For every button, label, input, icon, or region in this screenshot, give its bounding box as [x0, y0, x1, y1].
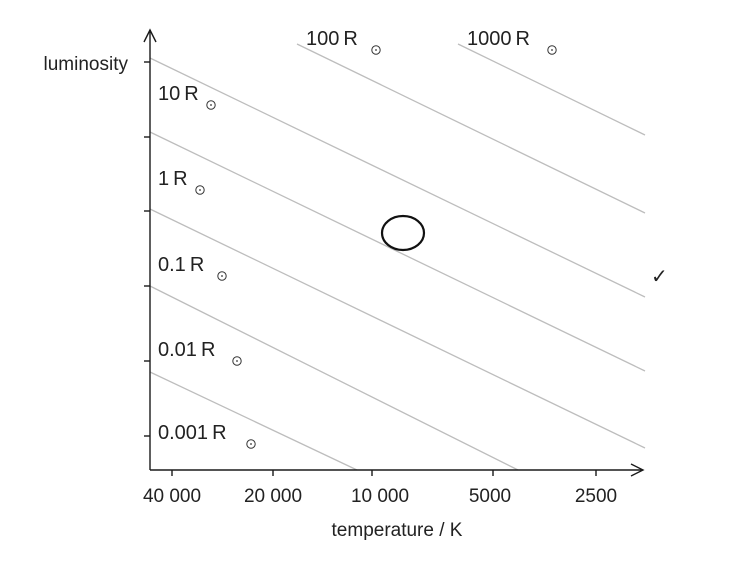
radius-label-100: 100 R: [306, 28, 381, 55]
sun-symbol-icon: [371, 45, 381, 55]
radius-value: 0.1: [158, 254, 186, 276]
sun-dot: [221, 275, 223, 277]
x-tick-label: 20 000: [244, 486, 302, 507]
radius-unit: R: [212, 422, 226, 444]
sun-dot: [250, 443, 252, 445]
radius-value: 1: [158, 168, 169, 190]
svg-text:1R: 1R: [158, 168, 188, 190]
radius-value: 100: [306, 28, 339, 50]
radius-value: 1000: [467, 28, 512, 50]
sun-dot: [551, 49, 553, 51]
radius-unit: R: [201, 339, 215, 361]
sun-symbol-icon: [547, 45, 557, 55]
svg-text:0.1R: 0.1 R: [158, 254, 204, 276]
x-tick-label: 40 000: [143, 486, 201, 507]
radius-label-0.01: 0.01 R: [158, 339, 242, 366]
radius-label-0.1: 0.1 R: [158, 254, 227, 281]
x-axis-arrow-icon: [630, 463, 645, 477]
sun-dot: [199, 189, 201, 191]
y-axis-arrow-icon: [143, 28, 157, 43]
x-tick-label: 10 000: [351, 486, 409, 507]
sun-symbol-icon: [206, 100, 216, 110]
radius-unit: R: [190, 254, 204, 276]
radius-value: 0.01: [158, 339, 197, 361]
radius-label-1000: 1000 R: [467, 28, 557, 55]
sun-dot: [236, 360, 238, 362]
radius-line-1000: [457, 43, 646, 136]
star-position-ellipse: [380, 214, 426, 252]
sun-symbol-icon: [217, 271, 227, 281]
sun-symbol-icon: [232, 356, 242, 366]
radius-line-100: [296, 43, 646, 214]
check-mark-icon: ✓: [651, 264, 668, 288]
radius-line-1: [149, 131, 646, 372]
sun-symbol-icon: [246, 439, 256, 449]
radius-line-0.01: [149, 285, 519, 471]
radius-value: 10: [158, 83, 180, 105]
radius-line-0.1: [149, 208, 646, 449]
x-axis-label: temperature / K: [332, 520, 463, 541]
sun-dot: [375, 49, 377, 51]
radius-unit: R: [516, 28, 530, 50]
sun-dot: [210, 104, 212, 106]
radius-line-0.001: [149, 371, 358, 471]
axes: [143, 28, 645, 477]
sun-symbol-icon: [195, 185, 205, 195]
radius-unit: R: [343, 28, 357, 50]
radius-unit: R: [184, 83, 198, 105]
radius-lines: [149, 43, 646, 471]
x-tick-label: 5000: [469, 486, 511, 507]
x-tick-label: 2500: [575, 486, 617, 507]
radius-label-0.001: 0.001 R: [158, 422, 256, 449]
svg-text:10R: 10 R: [158, 83, 199, 105]
y-axis-label: luminosity: [44, 54, 129, 75]
radius-label-10: 10 R: [158, 83, 216, 110]
radius-value: 0.001: [158, 422, 208, 444]
svg-text:0.01R: 0.01 R: [158, 339, 215, 361]
radius-line-10: [149, 57, 646, 298]
radius-unit: R: [173, 168, 187, 190]
